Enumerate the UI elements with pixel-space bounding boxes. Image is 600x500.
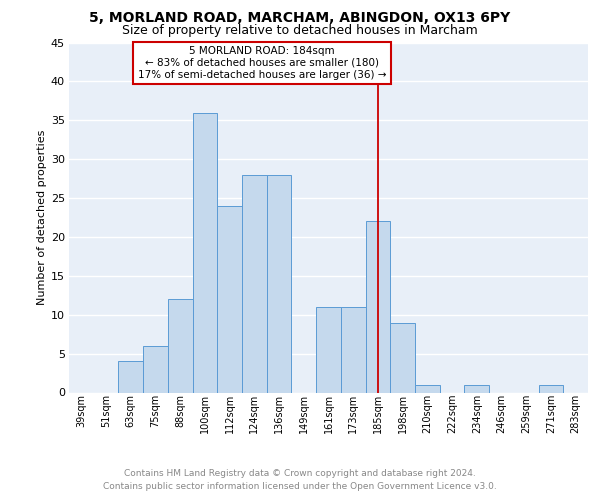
Bar [267,174,292,392]
Bar [415,384,440,392]
Bar [341,307,365,392]
Bar [143,346,168,393]
Bar [464,384,489,392]
Text: 5 MORLAND ROAD: 184sqm
← 83% of detached houses are smaller (180)
17% of semi-de: 5 MORLAND ROAD: 184sqm ← 83% of detached… [137,46,386,80]
Bar [390,322,415,392]
Bar [168,299,193,392]
Bar [316,307,341,392]
Text: Contains HM Land Registry data © Crown copyright and database right 2024.
Contai: Contains HM Land Registry data © Crown c… [103,469,497,491]
Bar [193,112,217,392]
Bar [118,362,143,392]
Text: Size of property relative to detached houses in Marcham: Size of property relative to detached ho… [122,24,478,37]
Bar [242,174,267,392]
Y-axis label: Number of detached properties: Number of detached properties [37,130,47,305]
Bar [365,222,390,392]
Bar [217,206,242,392]
Text: 5, MORLAND ROAD, MARCHAM, ABINGDON, OX13 6PY: 5, MORLAND ROAD, MARCHAM, ABINGDON, OX13… [89,11,511,25]
Bar [539,384,563,392]
